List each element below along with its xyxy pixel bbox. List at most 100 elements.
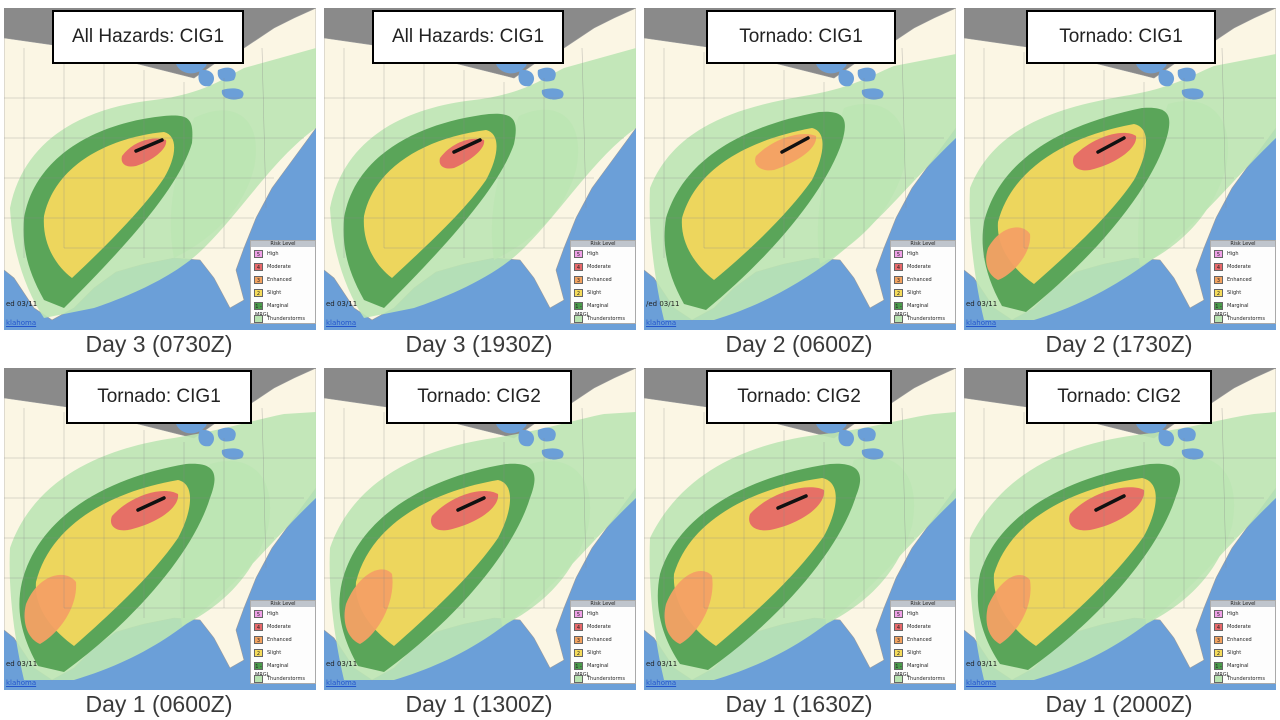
- legend-swatch: 2: [574, 288, 583, 297]
- oklahoma-link-fragment[interactable]: klahoma: [646, 679, 677, 687]
- legend-swatch: [1214, 674, 1223, 683]
- focus-line: [456, 496, 486, 512]
- oklahoma-link-fragment[interactable]: klahoma: [966, 679, 997, 687]
- legend-swatch: 1 - MRGL: [254, 301, 269, 318]
- slight-risk-area: [43, 132, 175, 278]
- legend-label: Enhanced: [267, 276, 292, 283]
- focus-line: [1096, 136, 1126, 154]
- legend-label: Slight: [267, 649, 282, 656]
- oklahoma-link-fragment[interactable]: klahoma: [6, 319, 37, 327]
- outlook-panel: Risk Level 5 High 4 Moderate 3 Enhanced 2 Slight…: [0, 0, 318, 357]
- legend-label: Thunderstorms: [1227, 315, 1265, 322]
- legend-label: Marginal: [587, 662, 609, 669]
- legend-swatch: [894, 314, 903, 323]
- legend-swatch: 2: [1214, 648, 1223, 657]
- outlook-panel: Risk Level 5 High 4 Moderate 3 Enhanced 2 Slight…: [640, 360, 958, 717]
- legend-label: Moderate: [587, 263, 611, 270]
- oklahoma-link-fragment[interactable]: klahoma: [326, 679, 357, 687]
- legend-swatch: [254, 314, 263, 323]
- thunderstorm-risk-area: [170, 110, 256, 258]
- panel-title: Tornado: CIG1: [1026, 10, 1216, 64]
- legend-item: 5 High: [571, 247, 635, 260]
- legend-label: Moderate: [267, 263, 291, 270]
- legend-item: Thunderstorms: [571, 672, 635, 685]
- legend-swatch: [254, 674, 263, 683]
- legend-label: Thunderstorms: [267, 315, 305, 322]
- outlook-panel: Risk Level 5 High 4 Moderate 3 Enhanced 2 Slight…: [960, 0, 1278, 357]
- legend-item: Thunderstorms: [251, 672, 315, 685]
- legend-item: 1 - MRGLMarginal: [571, 659, 635, 678]
- legend-header: Risk Level: [251, 601, 315, 607]
- legend-label: Thunderstorms: [587, 675, 625, 682]
- risk-legend: Risk Level 5 High 4 Moderate 3 Enhanced 2 Slight…: [250, 600, 316, 684]
- legend-swatch: 2: [894, 288, 903, 297]
- legend-swatch: 3: [894, 275, 903, 284]
- risk-legend: Risk Level 5 High 4 Moderate 3 Enhanced 2 Slight…: [1210, 240, 1276, 324]
- legend-label: Slight: [907, 289, 922, 296]
- legend-item: Thunderstorms: [1211, 312, 1275, 325]
- legend-item: 5 High: [1211, 247, 1275, 260]
- thunderstorm-risk-area: [491, 109, 579, 260]
- legend-label: Enhanced: [1227, 276, 1252, 283]
- legend-label: Moderate: [1227, 623, 1251, 630]
- legend-label: Slight: [1227, 649, 1242, 656]
- state-boundary: [1221, 47, 1227, 209]
- legend-label: Marginal: [267, 662, 289, 669]
- legend-label: High: [267, 250, 279, 257]
- legend-item: 5 High: [1211, 607, 1275, 620]
- enhanced-risk-area: [344, 569, 393, 644]
- legend-item: Thunderstorms: [1211, 672, 1275, 685]
- legend-item: 1 - MRGLMarginal: [1211, 299, 1275, 318]
- focus-line: [134, 138, 164, 153]
- legend-header: Risk Level: [1211, 601, 1275, 607]
- state-boundary: [581, 47, 587, 209]
- valid-date-fragment: ed 03/11: [6, 660, 38, 668]
- legend-swatch: 1 - MRGL: [574, 661, 589, 678]
- legend-swatch: 3: [1214, 275, 1223, 284]
- legend-swatch: 3: [894, 635, 903, 644]
- legend-swatch: [894, 674, 903, 683]
- legend-swatch: 5: [574, 609, 583, 618]
- oklahoma-link-fragment[interactable]: klahoma: [646, 319, 677, 327]
- panel-title: All Hazards: CIG1: [52, 10, 244, 64]
- legend-label: High: [907, 250, 919, 257]
- panel-caption: Day 2 (1730Z): [1045, 331, 1193, 357]
- legend-item: 2 Slight: [251, 286, 315, 299]
- outlook-map: Risk Level 5 High 4 Moderate 3 Enhanced 2 Slight…: [644, 8, 956, 330]
- legend-swatch: 4: [894, 622, 903, 631]
- legend-item: 5 High: [891, 607, 955, 620]
- panel-caption: Day 1 (1630Z): [725, 691, 873, 717]
- legend-label: High: [587, 610, 599, 617]
- panel-caption: Day 1 (1300Z): [405, 691, 553, 717]
- oklahoma-link-fragment[interactable]: klahoma: [6, 679, 37, 687]
- enhanced-risk-area: [664, 571, 713, 644]
- legend-label: Moderate: [907, 263, 931, 270]
- state-boundary: [581, 407, 587, 569]
- legend-label: Moderate: [907, 623, 931, 630]
- legend-label: Enhanced: [1227, 636, 1252, 643]
- panel-title: Tornado: CIG1: [66, 370, 252, 424]
- legend-item: Thunderstorms: [891, 672, 955, 685]
- legend-label: Enhanced: [587, 636, 612, 643]
- legend-swatch: 1 - MRGL: [1214, 301, 1229, 318]
- oklahoma-link-fragment[interactable]: klahoma: [966, 319, 997, 327]
- legend-item: 1 - MRGLMarginal: [1211, 659, 1275, 678]
- state-boundary: [901, 407, 907, 569]
- panel-title: Tornado: CIG2: [386, 370, 572, 424]
- legend-item: 3 Enhanced: [1211, 273, 1275, 286]
- legend-swatch: 4: [254, 622, 263, 631]
- valid-date-fragment: ed 03/11: [966, 660, 998, 668]
- legend-header: Risk Level: [891, 601, 955, 607]
- valid-date-fragment: ed 03/11: [6, 300, 38, 308]
- focus-line: [776, 494, 808, 510]
- state-boundary: [1221, 407, 1227, 569]
- legend-swatch: 1 - MRGL: [574, 301, 589, 318]
- legend-item: 1 - MRGLMarginal: [891, 659, 955, 678]
- legend-item: 3 Enhanced: [1211, 633, 1275, 646]
- legend-swatch: 3: [254, 275, 263, 284]
- moderate-risk-area: [1072, 132, 1137, 171]
- oklahoma-link-fragment[interactable]: klahoma: [326, 319, 357, 327]
- legend-header: Risk Level: [571, 241, 635, 247]
- legend-label: Thunderstorms: [587, 315, 625, 322]
- legend-header: Risk Level: [251, 241, 315, 247]
